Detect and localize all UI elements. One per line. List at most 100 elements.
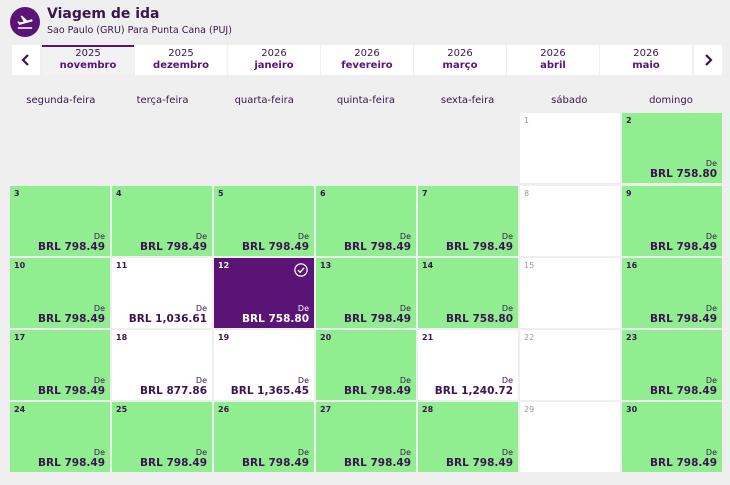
fare-price: BRL 798.49 [38,385,105,397]
day-cell[interactable]: 22 [520,330,620,400]
day-cell[interactable]: 1 [520,113,620,183]
day-cell[interactable]: 8 [520,186,620,256]
fare-price: BRL 798.49 [650,457,717,469]
month-year: 2025 [75,48,101,59]
day-cell[interactable]: 16 De BRL 798.49 [622,258,722,328]
weekday-label: quinta-feira [336,95,395,106]
check-circle-icon [294,263,308,277]
from-label: De [195,232,207,241]
day-cell[interactable]: 23 De BRL 798.49 [622,330,722,400]
fare-price: BRL 1,036.61 [128,313,207,325]
fare-price: BRL 1,240.72 [434,385,513,397]
from-label: De [705,232,717,241]
fare-price: BRL 798.49 [344,457,411,469]
fare-price: BRL 798.49 [242,457,309,469]
day-cell[interactable]: 5 De BRL 798.49 [214,186,314,256]
day-cell[interactable]: 29 [520,402,620,472]
fare-price: BRL 798.49 [344,241,411,253]
month-tab-maio[interactable]: 2026 maio [600,45,692,75]
day-number: 4 [116,189,122,198]
day-number: 23 [626,333,638,342]
prev-month-button[interactable] [12,45,40,75]
from-label: De [195,304,207,313]
month-year: 2026 [633,48,659,59]
from-label: De [399,448,411,457]
day-number: 8 [524,189,530,198]
day-cell[interactable]: 28 De BRL 798.49 [418,402,518,472]
day-cell[interactable]: 26 De BRL 798.49 [214,402,314,472]
day-cell[interactable]: 24 De BRL 798.49 [10,402,110,472]
day-cell[interactable]: 3 De BRL 798.49 [10,186,110,256]
next-month-button[interactable] [694,45,722,75]
day-cell[interactable]: 20 De BRL 798.49 [316,330,416,400]
route-subtitle: Sao Paulo (GRU) Para Punta Cana (PUJ) [47,25,232,36]
weekday-label: segunda-feira [26,95,96,106]
day-cell-selected[interactable]: 12 De BRL 758.80 [214,258,314,328]
fare-price: BRL 798.49 [446,241,513,253]
from-label: De [297,376,309,385]
day-cell[interactable]: 21 De BRL 1,240.72 [418,330,518,400]
day-number: 20 [320,333,332,342]
day-cell[interactable]: 25 De BRL 798.49 [112,402,212,472]
day-number: 18 [116,333,128,342]
day-cell[interactable]: 27 De BRL 798.49 [316,402,416,472]
day-number: 19 [218,333,230,342]
day-number: 10 [14,261,26,270]
plane-departure-icon [10,7,40,37]
month-year: 2026 [540,48,566,59]
fare-price: BRL 798.49 [344,313,411,325]
day-cell[interactable]: 15 [520,258,620,328]
day-number: 29 [524,405,535,414]
weekday-label: sábado [551,95,588,106]
from-label: De [93,448,105,457]
day-number: 25 [116,405,128,414]
day-cell[interactable]: 17 De BRL 798.49 [10,330,110,400]
fare-price: BRL 798.49 [38,241,105,253]
day-cell[interactable]: 18 De BRL 877.86 [112,330,212,400]
day-cell[interactable]: 9 De BRL 798.49 [622,186,722,256]
from-label: De [399,376,411,385]
fare-price: BRL 798.49 [344,385,411,397]
from-label: De [399,304,411,313]
month-year: 2026 [447,48,473,59]
day-cell[interactable]: 14 De BRL 758.80 [418,258,518,328]
month-tab-março[interactable]: 2026 março [414,45,506,75]
day-cell[interactable]: 19 De BRL 1,365.45 [214,330,314,400]
day-cell[interactable]: 7 De BRL 798.49 [418,186,518,256]
day-cell[interactable]: 30 De BRL 798.49 [622,402,722,472]
month-name: dezembro [153,60,209,71]
day-cell[interactable]: 10 De BRL 798.49 [10,258,110,328]
month-year: 2025 [168,48,194,59]
day-number: 30 [626,405,638,414]
fare-price: BRL 798.49 [140,457,207,469]
day-number: 2 [626,116,632,125]
day-cell[interactable]: 2 De BRL 758.80 [622,113,722,183]
from-label: De [705,376,717,385]
day-cell[interactable]: 13 De BRL 798.49 [316,258,416,328]
from-label: De [195,448,207,457]
weekday-label: terça-feira [136,95,189,106]
fare-price: BRL 798.49 [140,241,207,253]
month-name: abril [540,60,566,71]
fare-price: BRL 798.49 [446,457,513,469]
fare-price: BRL 798.49 [38,313,105,325]
month-name: novembro [59,60,117,71]
month-tab-janeiro[interactable]: 2026 janeiro [228,45,320,75]
day-number: 28 [422,405,434,414]
month-selector: 2025 novembro 2025 dezembro 2026 janeiro 2026 f… [12,45,722,75]
month-name: março [442,60,478,71]
day-number: 7 [422,189,428,198]
fare-price: BRL 877.86 [140,385,207,397]
from-label: De [93,232,105,241]
fare-price: BRL 798.49 [650,385,717,397]
month-tab-dezembro[interactable]: 2025 dezembro [135,45,227,75]
month-tab-abril[interactable]: 2026 abril [507,45,599,75]
day-cell[interactable]: 4 De BRL 798.49 [112,186,212,256]
day-number: 16 [626,261,638,270]
day-cell[interactable]: 11 De BRL 1,036.61 [112,258,212,328]
month-tab-novembro[interactable]: 2025 novembro [42,45,134,75]
day-cell[interactable]: 6 De BRL 798.49 [316,186,416,256]
month-tab-fevereiro[interactable]: 2026 fevereiro [321,45,413,75]
month-year: 2026 [354,48,380,59]
day-number: 9 [626,189,632,198]
